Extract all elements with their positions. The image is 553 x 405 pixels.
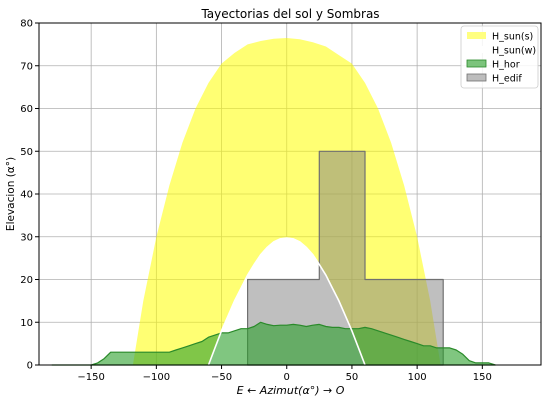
legend-label-h-edif: H_edif (492, 74, 522, 85)
chart-title: Tayectorias del sol y Sombras (200, 7, 379, 21)
y-tick-label-3: 30 (20, 232, 33, 243)
y-tick-label-5: 50 (20, 147, 33, 158)
tick-layer: −150 −100 −50 0 50 100 150 0 10 20 30 40 50 60 70 80 (20, 19, 492, 384)
x-axis-label: E ← Azimut(α°) → O (237, 384, 345, 397)
y-tick-label-1: 10 (20, 318, 33, 329)
legend-swatch-h-sun-w (467, 46, 486, 53)
x-tick-label-3: 0 (284, 372, 290, 383)
x-tick-label-5: 100 (408, 372, 427, 383)
x-tick-label-0: −150 (77, 372, 104, 383)
legend: H_sun(s) H_sun(w) H_hor H_edif (460, 25, 539, 89)
legend-swatch-h-edif (466, 73, 487, 82)
x-tick-label-4: 50 (346, 372, 359, 383)
fill-layer (51, 38, 496, 366)
y-tick-label-8: 80 (20, 19, 33, 30)
legend-box (460, 25, 539, 89)
series-fill-h-edif (247, 150, 444, 366)
x-tick-label-1: −100 (143, 372, 170, 383)
y-tick-label-2: 20 (20, 275, 33, 286)
y-tick-label-0: 0 (27, 361, 33, 372)
legend-label-h-sun-s: H_sun(s) (492, 32, 533, 43)
y-tick-label-6: 60 (20, 104, 33, 115)
legend-swatch-h-sun-s (467, 32, 486, 39)
legend-label-h-sun-w: H_sun(w) (492, 46, 536, 57)
y-tick-label-7: 70 (20, 61, 33, 72)
sun-w-line (207, 237, 366, 366)
x-tick-label-2: −50 (211, 372, 232, 383)
y-tick-label-4: 40 (20, 190, 33, 201)
legend-label-h-hor: H_hor (492, 60, 520, 71)
y-axis-label: Elevacion (α°) (5, 157, 17, 231)
legend-swatch-h-hor (466, 59, 487, 68)
x-tick-label-6: 150 (473, 372, 492, 383)
series-fill-h-hor (51, 321, 496, 366)
